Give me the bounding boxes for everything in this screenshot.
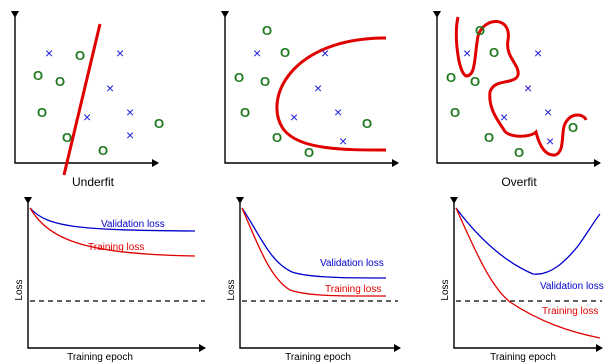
class-o-point: O [304, 145, 314, 160]
class-o-point: O [272, 130, 282, 145]
training-loss-curve [455, 207, 601, 339]
loss-axis-label: Loss [14, 279, 25, 300]
class-o-point: O [489, 45, 499, 60]
class-x-point: × [546, 133, 554, 149]
class-o-point: O [446, 70, 456, 85]
overfit-scatter-panel: O O O O O O O O × × × × × × Overfit [433, 11, 601, 189]
underfit-scatter-panel: O O O O O O O × × × × × × Underfit [11, 11, 164, 189]
validation-loss-label: Validation loss [101, 219, 165, 230]
class-o-point: O [280, 45, 290, 60]
training-loss-curve [29, 207, 196, 257]
class-x-point: × [253, 45, 261, 61]
epoch-axis-label: Training epoch [490, 352, 556, 363]
class-o-point: O [234, 70, 244, 85]
class-x-point: × [321, 45, 329, 61]
class-x-point: × [314, 80, 322, 96]
overfit-caption: Overfit [501, 175, 537, 189]
class-o-point: O [260, 74, 270, 89]
class-o-point: O [262, 23, 272, 38]
overfit-loss-panel: Validation loss Training loss Loss Train… [440, 197, 604, 363]
scatter-axes [221, 11, 399, 167]
class-o-point: O [514, 145, 524, 160]
class-o-point: O [450, 105, 460, 120]
class-x-point: × [106, 80, 114, 96]
class-o-point: O [240, 105, 250, 120]
goodfit-loss-panel: Validation loss Training loss Loss Train… [226, 197, 401, 363]
goodfit-scatter-panel: O O O O O O O O × × × × × × [221, 11, 399, 167]
loss-axis-label: Loss [440, 279, 451, 300]
underfit-caption: Underfit [72, 175, 115, 189]
class-x-point: × [334, 104, 342, 120]
training-loss-label: Training loss [88, 242, 144, 253]
loss-axes [236, 197, 401, 352]
class-x-point: × [116, 45, 124, 61]
class-o-point: O [62, 130, 72, 145]
loss-axes [24, 197, 206, 352]
epoch-axis-label: Training epoch [67, 352, 133, 363]
class-o-point: O [75, 48, 85, 63]
class-o-point: O [33, 68, 43, 83]
linear-decision-boundary [62, 23, 102, 176]
class-x-point: × [500, 109, 508, 125]
validation-loss-curve [29, 207, 196, 232]
validation-loss-label: Validation loss [320, 258, 384, 269]
class-x-point: × [290, 109, 298, 125]
validation-loss-label: Validation loss [540, 281, 604, 292]
training-loss-curve [241, 207, 387, 297]
class-x-point: × [45, 45, 53, 61]
class-o-point: O [55, 74, 65, 89]
class-o-point: O [470, 74, 480, 89]
class-x-point: × [463, 45, 471, 61]
class-x-point: × [534, 45, 542, 61]
class-o-point: O [98, 143, 108, 158]
class-x-point: × [83, 109, 91, 125]
class-o-point: O [362, 116, 372, 131]
scatter-axes [433, 11, 601, 167]
loss-axes [450, 197, 603, 352]
validation-loss-curve [241, 207, 387, 279]
training-loss-label: Training loss [542, 306, 598, 317]
class-x-point: × [126, 104, 134, 120]
loss-axis-label: Loss [226, 279, 237, 300]
class-o-point: O [154, 116, 164, 131]
class-x-point: × [524, 80, 532, 96]
class-x-point: × [339, 133, 347, 149]
curved-decision-boundary [275, 36, 387, 152]
class-o-point: O [475, 23, 485, 38]
scatter-axes [11, 11, 159, 167]
class-o-point: O [484, 130, 494, 145]
training-loss-label: Training loss [325, 284, 381, 295]
underfit-loss-panel: Validation loss Training loss Loss Train… [14, 197, 206, 363]
overfit-decision-boundary [454, 16, 588, 157]
class-x-point: × [544, 104, 552, 120]
epoch-axis-label: Training epoch [285, 352, 351, 363]
class-o-point: O [568, 120, 578, 135]
class-x-point: × [126, 127, 134, 143]
class-o-point: O [37, 105, 47, 120]
validation-loss-curve [455, 207, 601, 275]
